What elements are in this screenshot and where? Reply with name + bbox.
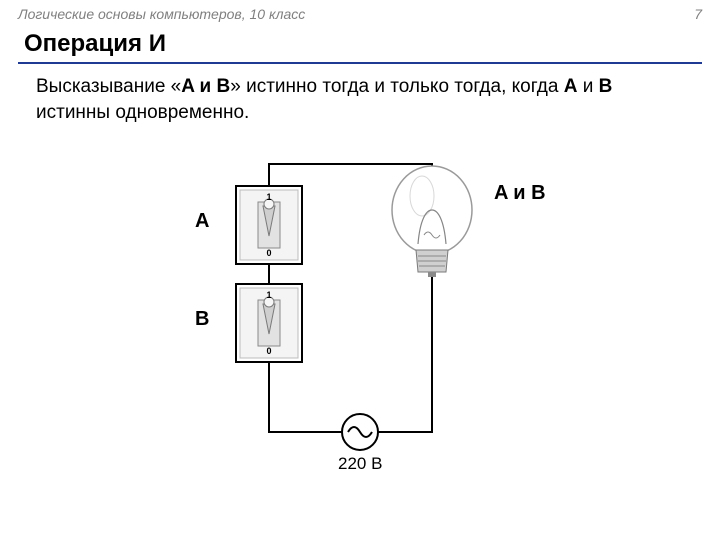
ac-source-icon xyxy=(342,414,378,450)
circuit-diagram: 1 0 1 0 A B A и B 220 В xyxy=(0,150,720,540)
header-row: Логические основы компьютеров, 10 класс … xyxy=(18,6,702,22)
lightbulb-icon xyxy=(392,166,472,277)
svg-text:1: 1 xyxy=(266,290,271,300)
svg-text:0: 0 xyxy=(266,248,271,258)
svg-text:0: 0 xyxy=(266,346,271,356)
circuit-svg: 1 0 1 0 xyxy=(0,150,720,540)
title-rule xyxy=(18,62,702,64)
svg-text:1: 1 xyxy=(266,192,271,202)
label-a: A xyxy=(195,210,209,233)
page-title: Операция И xyxy=(24,30,166,58)
course-label: Логические основы компьютеров, 10 класс xyxy=(18,6,305,22)
switch-b: 1 0 xyxy=(236,284,302,362)
page-number: 7 xyxy=(694,6,702,22)
switch-a: 1 0 xyxy=(236,186,302,264)
definition-text: Высказывание «A и B» истинно тогда и тол… xyxy=(36,74,684,125)
label-voltage: 220 В xyxy=(338,454,382,474)
label-b: B xyxy=(195,308,209,331)
label-ab: A и B xyxy=(494,182,546,205)
